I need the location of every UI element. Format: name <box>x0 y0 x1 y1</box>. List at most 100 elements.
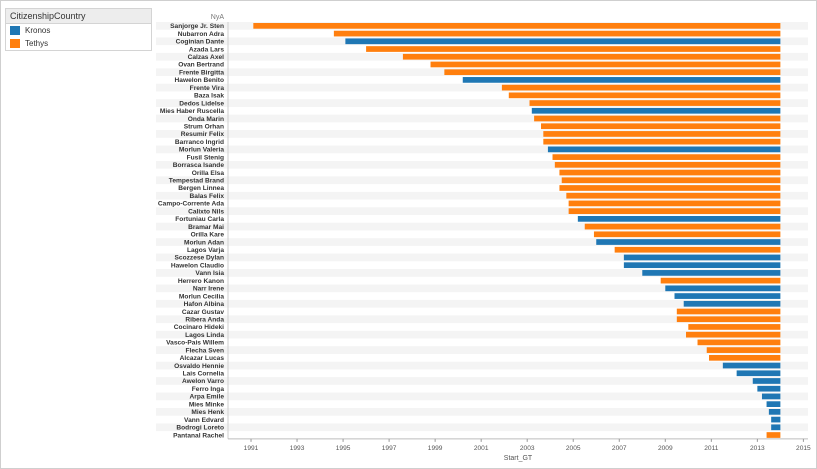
x-tick-label: 2005 <box>566 445 581 452</box>
bar <box>531 107 781 114</box>
row-label: Morlun Valeria <box>179 147 224 154</box>
row-label: Borrasca Isande <box>173 162 225 169</box>
x-tick-label: 1999 <box>428 445 443 452</box>
bar <box>688 324 781 330</box>
bar <box>568 208 781 214</box>
row-label: Lagos Linda <box>185 332 224 339</box>
bar <box>561 177 781 184</box>
row-label: Azada Lars <box>189 46 225 53</box>
row-band <box>156 346 808 354</box>
row-label: Bodrogi Loreto <box>176 425 224 432</box>
row-header-label: NyA <box>211 14 225 21</box>
row-label: Mies Minke <box>189 401 225 408</box>
bar <box>577 216 781 222</box>
row-band <box>156 130 808 138</box>
row-label: Orilla Kare <box>191 232 225 239</box>
bar <box>543 131 781 137</box>
bar <box>674 293 781 299</box>
row-label: Nubarron Adra <box>178 31 225 38</box>
row-label: Bramar Mai <box>188 224 224 231</box>
legend-label-tethys: Tethys <box>25 39 49 48</box>
bar <box>552 154 781 160</box>
x-tick-label: 2011 <box>704 445 719 452</box>
row-label: Cazar Gustav <box>182 309 224 316</box>
row-label: Calzas Axel <box>188 54 225 61</box>
row-band <box>156 83 808 92</box>
bar <box>614 246 781 253</box>
row-label: Onda Marin <box>188 116 224 123</box>
row-label: Alcazar Lucas <box>180 355 225 362</box>
row-band <box>156 377 808 385</box>
bar <box>596 239 781 245</box>
bar <box>345 38 781 45</box>
row-band <box>156 392 808 401</box>
row-label: Calixto Nils <box>188 208 224 215</box>
row-label: Vann Isia <box>195 270 224 277</box>
row-band <box>156 99 808 107</box>
legend-item-tethys[interactable]: Tethys <box>6 37 151 50</box>
row-band <box>156 160 808 169</box>
row-label: Tempestad Brand <box>169 178 224 185</box>
row-label: Mies Henk <box>191 409 224 416</box>
row-label: Mies Haber Ruscella <box>160 108 224 115</box>
x-tick-label: 2003 <box>520 445 535 452</box>
row-label: Arpa Emile <box>190 394 225 401</box>
row-label: Ovan Bertrand <box>178 62 224 69</box>
row-label: Vasco-Pais Willem <box>166 340 224 347</box>
row-label: Fortuniau Carla <box>175 216 224 223</box>
row-label: Strum Orhan <box>184 123 224 130</box>
bar <box>554 161 781 168</box>
row-label: Orilla Elsa <box>192 170 225 177</box>
row-label: Vann Edvard <box>184 417 224 424</box>
bar <box>683 300 781 307</box>
bar <box>676 308 781 315</box>
row-label: Herrero Kanon <box>178 278 224 285</box>
row-label: Cocinaro Hideki <box>174 324 224 331</box>
row-label: Dedos Lidelse <box>179 100 224 107</box>
bar <box>529 100 781 106</box>
row-band <box>156 222 808 231</box>
row-label: Flecha Sven <box>186 347 224 354</box>
bar <box>559 185 781 191</box>
row-band <box>156 408 808 416</box>
bar <box>623 254 781 261</box>
row-band <box>156 207 808 215</box>
row-label: Bergen Linnea <box>178 185 224 192</box>
legend-title: CitizenshipCountry <box>6 9 151 24</box>
bar <box>722 362 781 369</box>
bar <box>541 123 781 130</box>
bar <box>501 84 781 91</box>
row-label: Resumir Felix <box>181 131 225 138</box>
bar <box>444 69 781 76</box>
x-tick-label: 2007 <box>612 445 627 452</box>
bar <box>768 409 781 415</box>
row-label: Narr Irene <box>193 286 224 293</box>
row-label: Fusil Stenig <box>187 154 224 161</box>
legend-item-kronos[interactable]: Kronos <box>6 24 151 37</box>
row-label: Hafon Albina <box>184 301 225 308</box>
row-band <box>156 299 808 308</box>
row-label: Ferro Inga <box>192 386 225 393</box>
legend-swatch-kronos <box>10 26 20 35</box>
x-axis-title: Start_GT <box>504 455 533 462</box>
bar <box>665 285 781 292</box>
row-label: Campo-Corrente Ada <box>158 201 224 208</box>
color-legend: CitizenshipCountry Kronos Tethys <box>5 8 152 51</box>
row-label: Scozzese Dylan <box>175 255 224 262</box>
bar <box>736 370 781 377</box>
row-label: Frente Vira <box>190 85 225 92</box>
row-label: Frente Birgitta <box>179 69 224 76</box>
row-band <box>156 330 808 339</box>
bar <box>676 316 781 323</box>
row-band <box>156 145 808 154</box>
bar <box>430 61 781 68</box>
row-band <box>156 238 808 246</box>
bar <box>593 231 781 238</box>
bar <box>771 424 781 431</box>
bar <box>566 192 781 199</box>
x-tick-label: 1993 <box>290 445 305 452</box>
bar <box>559 169 781 176</box>
bar <box>253 23 781 29</box>
row-label: Balas Felix <box>190 193 225 200</box>
